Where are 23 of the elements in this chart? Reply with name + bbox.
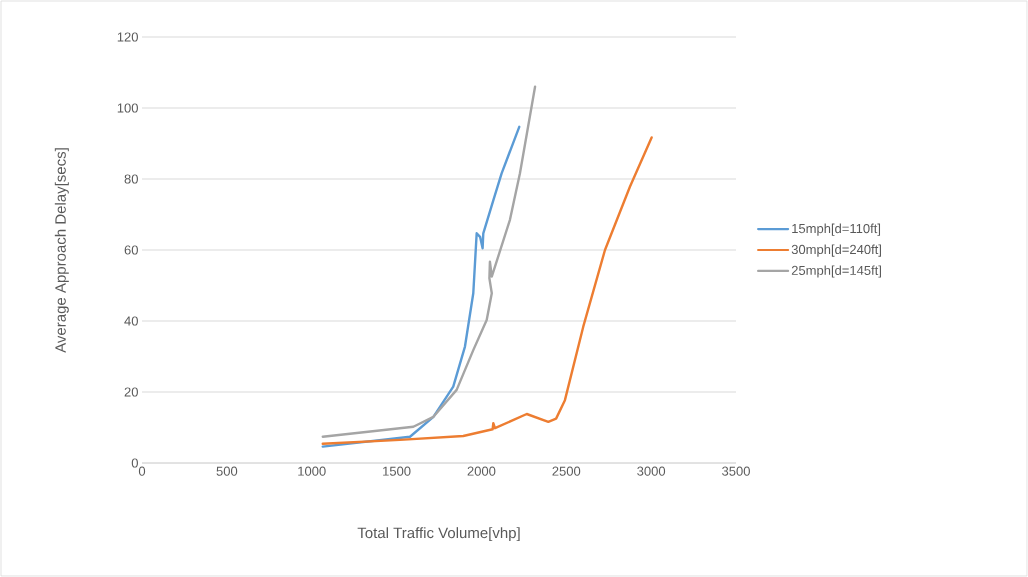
y-tick-label: 60	[124, 245, 138, 255]
legend-label: 25mph[d=145ft]	[791, 265, 881, 278]
x-tick-label: 0	[138, 466, 146, 476]
x-tick-label: 1000	[298, 466, 326, 476]
x-tick-label: 500	[216, 466, 238, 476]
x-tick-label: 3500	[722, 466, 750, 476]
x-tick-label: 1500	[383, 466, 411, 476]
line-series	[321, 125, 521, 448]
y-tick-label: 20	[124, 387, 138, 397]
y-tick-label: 80	[124, 174, 138, 184]
x-tick-label: 3000	[637, 466, 666, 476]
x-tick-label: 2500	[552, 466, 581, 476]
y-tick-label: 120	[117, 32, 138, 42]
line-series	[321, 85, 537, 438]
x-tick-label: 2000	[467, 466, 496, 476]
x-axis-title: Total Traffic Volume[vhp]	[357, 527, 520, 542]
y-tick-label: 40	[124, 316, 138, 326]
y-axis-title: Average Approach Delay[secs]	[54, 148, 69, 353]
legend-label: 15mph[d=110ft]	[792, 223, 881, 236]
line-series	[321, 136, 653, 446]
legend-label: 30mph[d=240ft]	[791, 244, 881, 257]
y-tick-label: 100	[117, 103, 138, 113]
y-tick-label: 0	[131, 458, 138, 468]
